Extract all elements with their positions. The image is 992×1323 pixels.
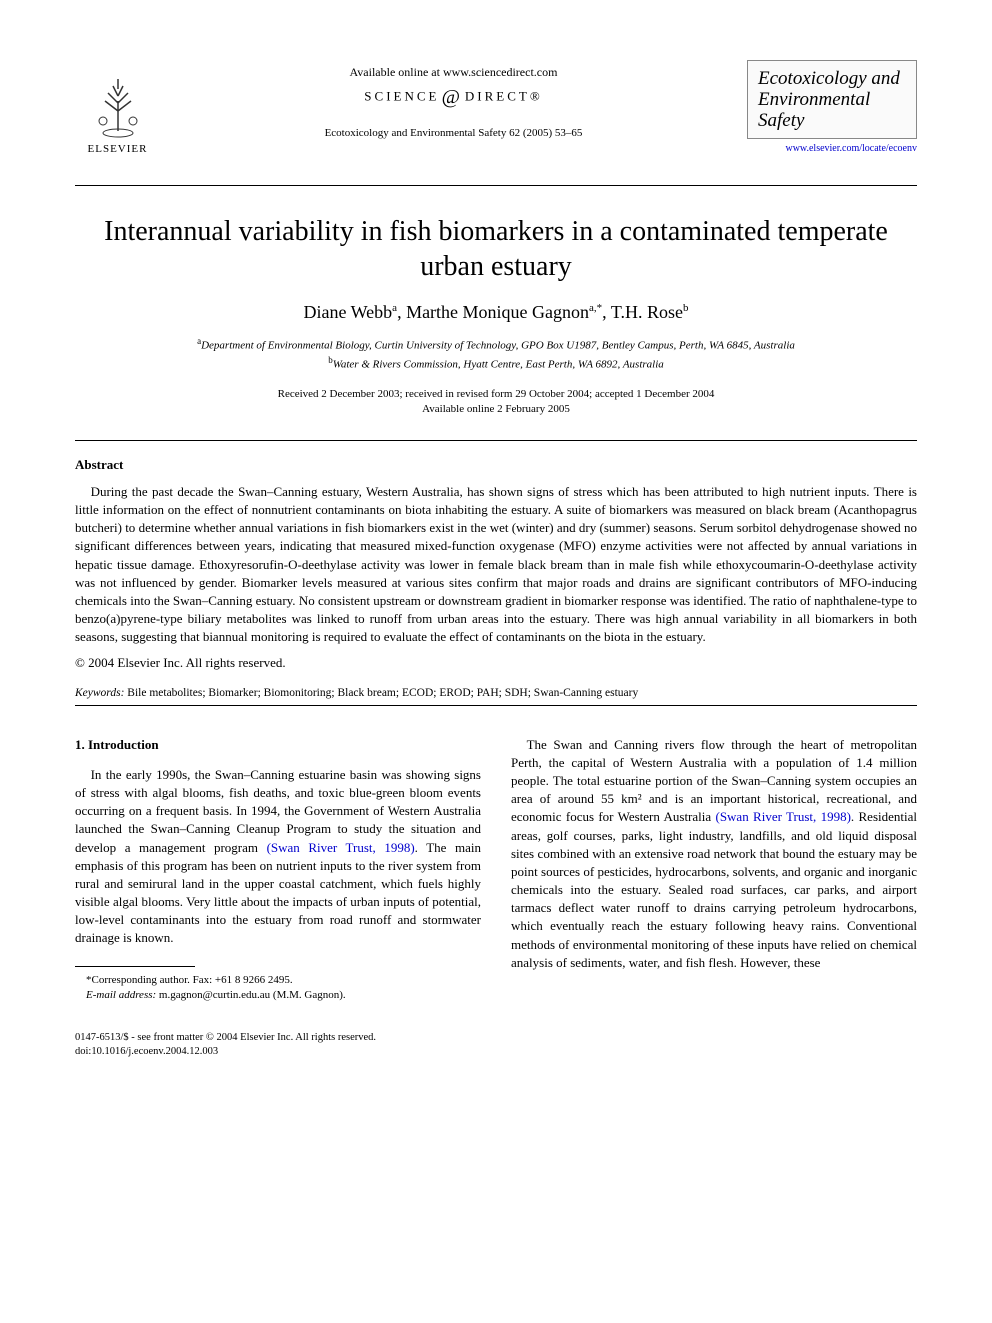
- dates-received: Received 2 December 2003; received in re…: [75, 387, 917, 402]
- footer: 0147-6513/$ - see front matter © 2004 El…: [75, 1031, 917, 1058]
- article-title: Interannual variability in fish biomarke…: [75, 214, 917, 284]
- footnote-corresponding: *Corresponding author. Fax: +61 8 9266 2…: [75, 973, 481, 988]
- abstract-bottom-rule: [75, 705, 917, 706]
- affil-text-b: Water & Rivers Commission, Hyatt Centre,…: [333, 359, 664, 371]
- journal-box: Ecotoxicology and Environmental Safety: [747, 60, 917, 139]
- intro-para-2: The Swan and Canning rivers flow through…: [511, 736, 917, 972]
- citation-swan-1998-b[interactable]: (Swan River Trust, 1998): [715, 809, 850, 824]
- footnote-rule: [75, 966, 195, 967]
- keywords-label: Keywords:: [75, 687, 124, 699]
- column-right: The Swan and Canning rivers flow through…: [511, 736, 917, 1004]
- header-center: Available online at www.sciencedirect.co…: [160, 60, 747, 139]
- para2-b: . Residential areas, golf courses, parks…: [511, 809, 917, 970]
- article-dates: Received 2 December 2003; received in re…: [75, 387, 917, 418]
- authors: Diane Webba, Marthe Monique Gagnona,*, T…: [75, 302, 917, 323]
- abstract-copyright: © 2004 Elsevier Inc. All rights reserved…: [75, 655, 917, 671]
- keywords: Keywords: Bile metabolites; Biomarker; B…: [75, 687, 917, 699]
- body-columns: 1. Introduction In the early 1990s, the …: [75, 736, 917, 1004]
- journal-url[interactable]: www.elsevier.com/locate/ecoenv: [747, 143, 917, 154]
- intro-heading: 1. Introduction: [75, 736, 481, 754]
- affiliations: aDepartment of Environmental Biology, Cu…: [75, 335, 917, 373]
- keywords-list: Bile metabolites; Biomarker; Biomonitori…: [127, 687, 638, 699]
- footnote-email: E-mail address: m.gagnon@curtin.edu.au (…: [75, 988, 481, 1003]
- intro-para-1: In the early 1990s, the Swan–Canning est…: [75, 766, 481, 948]
- abstract-text: During the past decade the Swan–Canning …: [75, 483, 917, 647]
- elsevier-tree-icon: [83, 71, 153, 141]
- abstract-heading: Abstract: [75, 457, 917, 473]
- citation-swan-1998-a[interactable]: (Swan River Trust, 1998): [267, 840, 415, 855]
- sd-left: SCIENCE: [364, 88, 439, 103]
- dates-online: Available online 2 February 2005: [75, 402, 917, 417]
- journal-reference: Ecotoxicology and Environmental Safety 6…: [160, 127, 747, 139]
- journal-title: Ecotoxicology and Environmental Safety: [758, 69, 906, 132]
- column-left: 1. Introduction In the early 1990s, the …: [75, 736, 481, 1004]
- email-value: m.gagnon@curtin.edu.au (M.M. Gagnon).: [159, 989, 346, 1001]
- journal-box-wrap: Ecotoxicology and Environmental Safety w…: [747, 60, 917, 154]
- page-header: ELSEVIER Available online at www.science…: [75, 60, 917, 155]
- sd-at-icon: @: [441, 86, 462, 109]
- abstract-top-rule: [75, 440, 917, 441]
- sd-right: DIRECT®: [465, 88, 543, 103]
- affil-text-a: Department of Environmental Biology, Cur…: [201, 340, 795, 352]
- available-online-text: Available online at www.sciencedirect.co…: [160, 65, 747, 80]
- publisher-name: ELSEVIER: [88, 143, 148, 155]
- footer-doi: doi:10.1016/j.ecoenv.2004.12.003: [75, 1045, 917, 1059]
- affiliation-b: bWater & Rivers Commission, Hyatt Centre…: [75, 354, 917, 373]
- publisher-logo: ELSEVIER: [75, 60, 160, 155]
- header-rule: [75, 185, 917, 186]
- footer-front-matter: 0147-6513/$ - see front matter © 2004 El…: [75, 1031, 917, 1045]
- affiliation-a: aDepartment of Environmental Biology, Cu…: [75, 335, 917, 354]
- sciencedirect-logo: SCIENCE@DIRECT®: [160, 86, 747, 109]
- para1-b: . The main emphasis of this program has …: [75, 840, 481, 946]
- email-label: E-mail address:: [86, 989, 156, 1001]
